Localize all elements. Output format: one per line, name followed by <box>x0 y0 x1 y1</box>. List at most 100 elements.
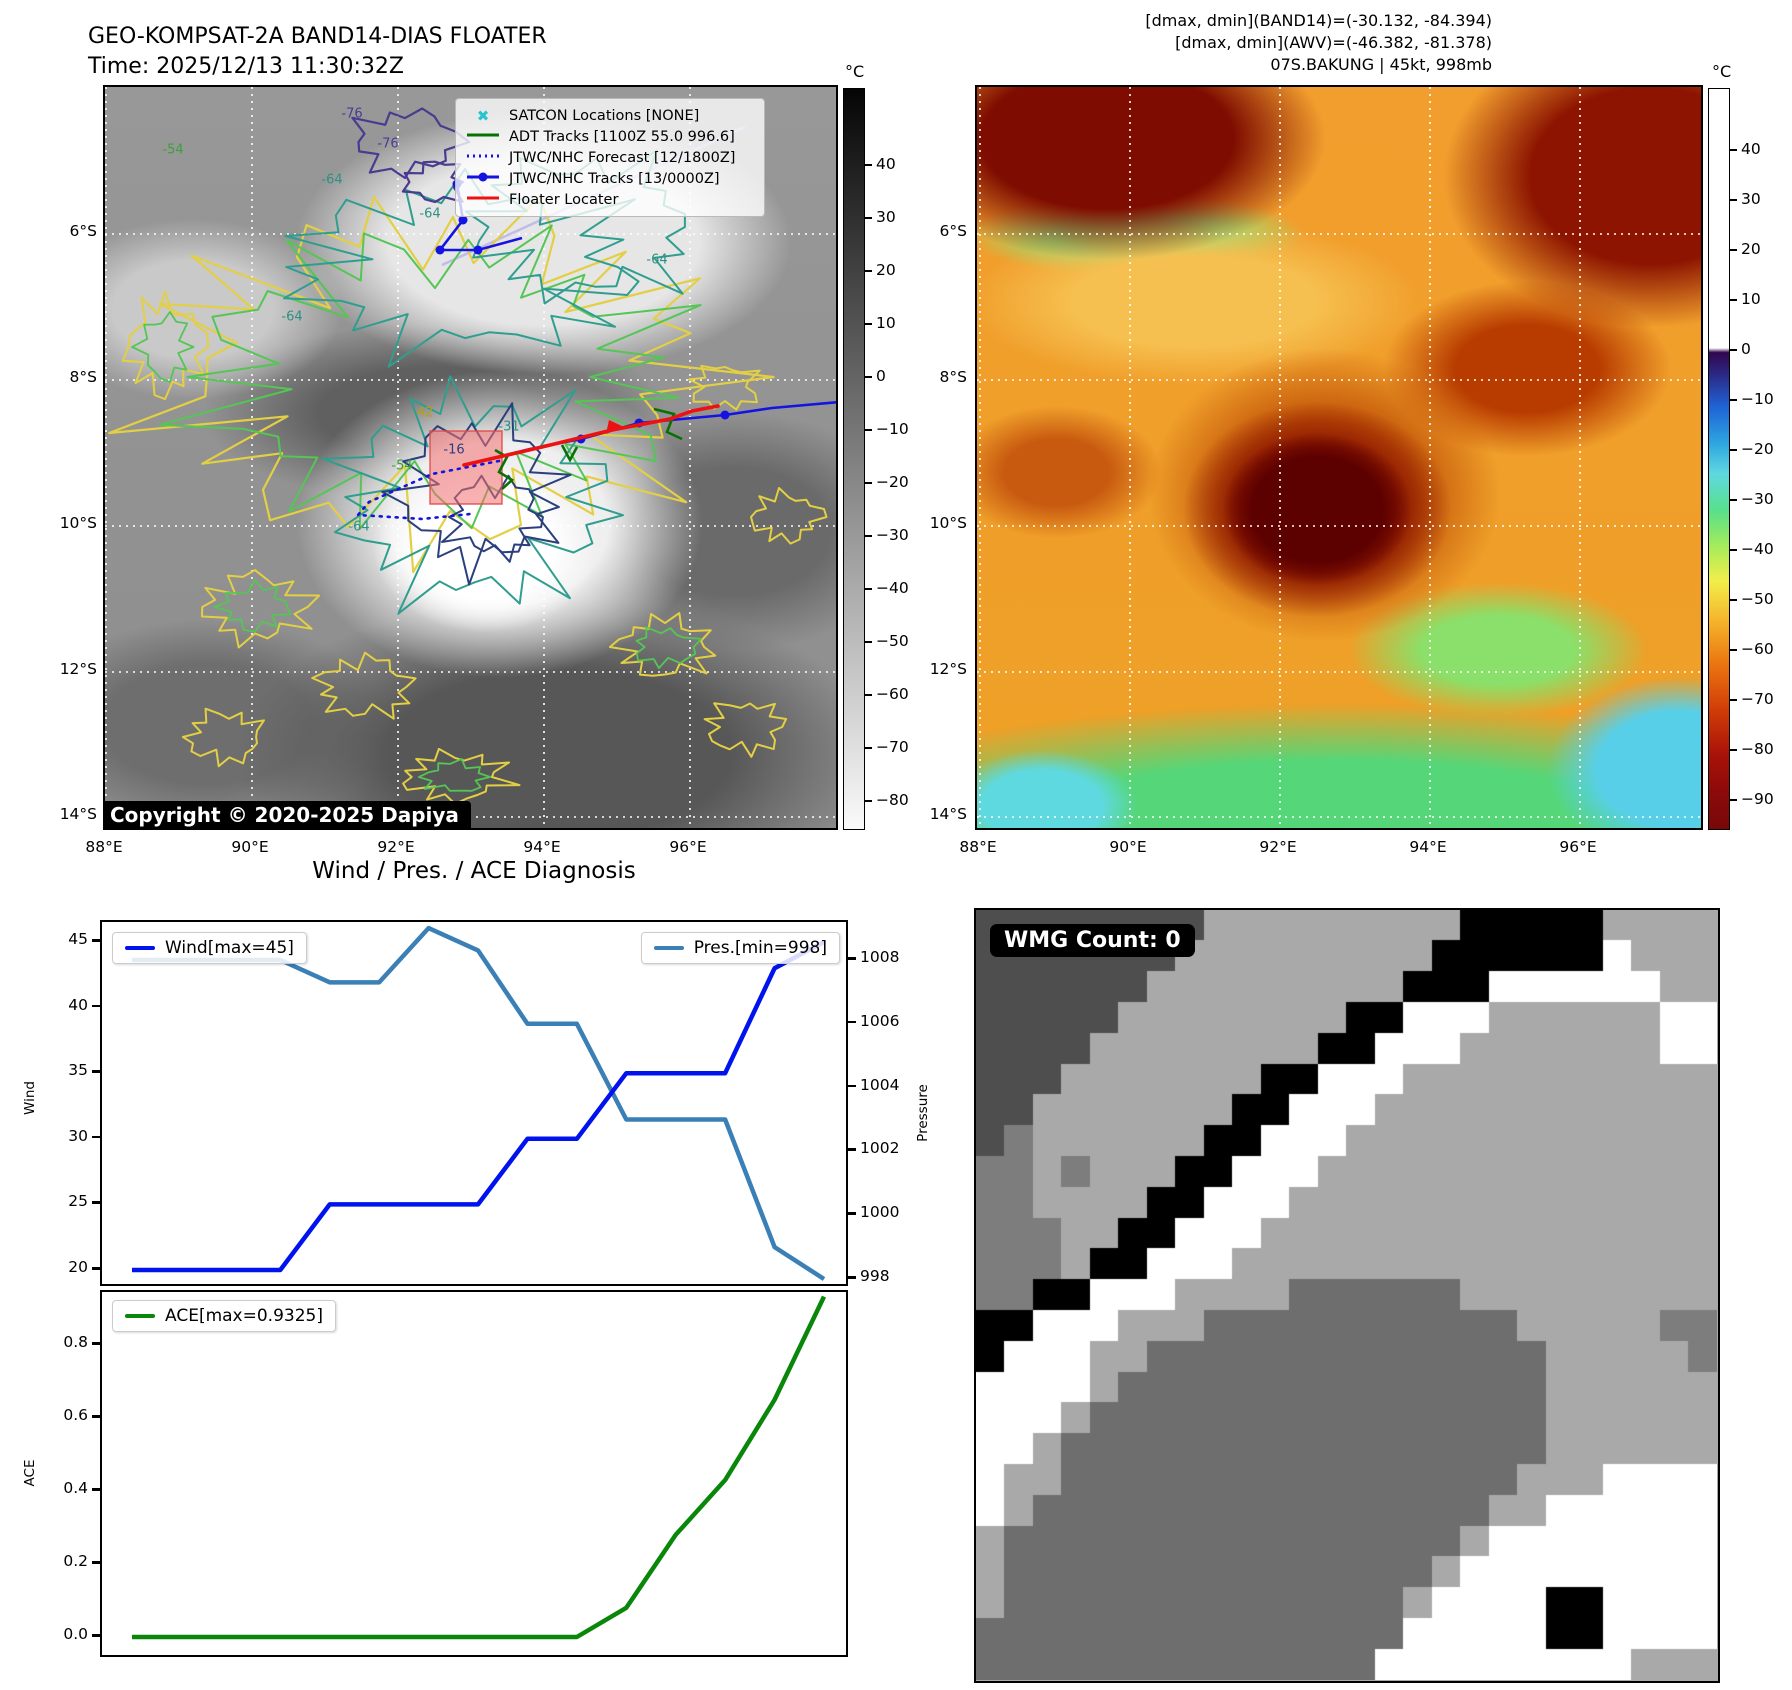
awv-color-map <box>975 85 1703 830</box>
wind-tick-label: 35 <box>68 1061 88 1080</box>
contour-label: -76 <box>377 136 399 152</box>
colorbar-tick <box>1730 399 1737 401</box>
timestamp: Time: 2025/12/13 11:30:32Z <box>88 54 404 79</box>
dotted-line-icon <box>466 150 500 166</box>
colorbar-tick-label: 20 <box>1741 240 1761 258</box>
colorbar-tick-label: −40 <box>1741 540 1774 558</box>
x-tick-left-map: 90°E <box>231 838 269 856</box>
x-tick-left-map: 92°E <box>377 838 415 856</box>
ace-chart: ACE[max=0.9325] <box>100 1290 848 1657</box>
ace-tick <box>92 1634 100 1637</box>
colorbar-tick <box>1730 649 1737 651</box>
colorbar-tick <box>865 482 872 484</box>
pressure-tick-label: 998 <box>860 1267 890 1285</box>
colorbar-tick-label: −10 <box>1741 390 1774 408</box>
wind-tick <box>92 1135 100 1139</box>
legend-item-label: JTWC/NHC Tracks [13/0000Z] <box>509 170 720 187</box>
band14-floater-map: ✖ SATCON Locations [NONE] ADT Tracks [1100… <box>103 85 838 830</box>
colorbar-tick-label: 20 <box>876 261 896 279</box>
ace-legend-label: ACE[max=0.9325] <box>165 1306 323 1326</box>
pressure-tick <box>848 1212 856 1215</box>
awv-map-gridlines <box>977 87 1701 828</box>
pressure-tick-label: 1000 <box>860 1203 900 1222</box>
wind-tick <box>92 939 100 942</box>
wmg-raster-image <box>976 910 1717 1680</box>
pressure-axis-label: Pressure <box>915 1084 931 1142</box>
wmg-count-badge: WMG Count: 0 <box>990 924 1195 957</box>
colorbar-tick <box>865 694 872 696</box>
line-icon <box>466 129 500 145</box>
x-marker-icon: ✖ <box>476 106 490 125</box>
wind-tick-label: 45 <box>68 930 88 948</box>
ace-tick <box>92 1342 100 1345</box>
legend-item-label: SATCON Locations [NONE] <box>509 107 700 124</box>
colorbar-tick <box>1730 799 1737 801</box>
copyright-badge: Copyright © 2020-2025 Dapiya <box>105 801 471 828</box>
colorbar-tick <box>1730 349 1737 351</box>
wind-legend-label: Wind[max=45] <box>165 938 294 958</box>
colorbar-tick-label: 40 <box>876 155 896 173</box>
pressure-tick <box>848 957 856 960</box>
colorbar-tick <box>865 641 872 643</box>
colorbar-tick-label: −30 <box>876 526 909 544</box>
y-tick-left-map: 8°S <box>69 368 97 386</box>
y-tick-right-map: 12°S <box>929 660 967 678</box>
ace-tick-label: 0.8 <box>63 1333 88 1351</box>
awv-range: [dmax, dmin](AWV)=(-46.382, -81.378) <box>1175 33 1492 52</box>
colorbar-tick-label: −60 <box>1741 640 1774 658</box>
ace-legend: ACE[max=0.9325] <box>112 1300 336 1332</box>
line-dot-icon <box>466 171 500 187</box>
satellite-title: GEO-KOMPSAT-2A BAND14-DIAS FLOATER <box>88 24 547 49</box>
colorbar-tick-label: −50 <box>876 632 909 650</box>
colorbar-tick <box>865 164 872 166</box>
wind-tick-label: 20 <box>68 1258 88 1276</box>
ace-line-swatch <box>125 1314 155 1318</box>
pressure-tick <box>848 1084 856 1088</box>
legend-item: ✖ SATCON Locations [NONE] <box>466 105 754 126</box>
wind-tick <box>92 1070 100 1073</box>
legend-item: Floater Locater <box>466 189 754 210</box>
colorbar-tick <box>1730 149 1737 151</box>
colorbar-tick-label: −40 <box>876 579 909 597</box>
pressure-tick <box>848 1020 856 1024</box>
wind-legend: Wind[max=45] <box>112 932 307 964</box>
x-tick-right-map: 92°E <box>1259 838 1297 856</box>
ace-axis-label: ACE <box>22 1459 38 1487</box>
colorbar-tick-label: −70 <box>876 738 909 756</box>
y-tick-right-map: 8°S <box>939 368 967 386</box>
colorbar-tick <box>1730 299 1737 301</box>
contour-label: -64 <box>348 519 370 535</box>
chart-title: Wind / Pres. / ACE Diagnosis <box>312 858 636 884</box>
legend-item: ADT Tracks [1100Z 55.0 996.6] <box>466 126 754 147</box>
colorbar-tick-label: −70 <box>1741 690 1774 708</box>
colorbar-tick-label: 0 <box>1741 340 1751 358</box>
wind-pressure-plot <box>132 925 826 1281</box>
contour-label: -54 <box>162 142 184 158</box>
y-tick-right-map: 10°S <box>929 514 967 532</box>
pressure-tick <box>848 1148 856 1151</box>
colorbar-tick <box>865 800 872 802</box>
colorbar-tick <box>1730 499 1737 501</box>
y-tick-left-map: 12°S <box>59 660 97 678</box>
contour-label: -76 <box>341 106 363 122</box>
pressure-line-swatch <box>653 946 684 950</box>
wind-line-swatch <box>125 946 155 950</box>
pressure-tick-label: 1006 <box>860 1011 900 1030</box>
colorbar-tick-label: 10 <box>876 314 896 332</box>
legend-item: JTWC/NHC Tracks [13/0000Z] <box>466 168 754 189</box>
storm-id-intensity: 07S.BAKUNG | 45kt, 998mb <box>1270 55 1492 74</box>
colorbar-tick <box>1730 249 1737 251</box>
x-tick-right-map: 90°E <box>1109 838 1147 856</box>
pressure-tick-label: 1004 <box>860 1075 900 1094</box>
colorbar-tick-label: 40 <box>1741 140 1761 158</box>
contour-label: -31 <box>498 419 520 435</box>
colorbar-tick-label: −20 <box>876 473 909 491</box>
storm-info: [dmax, dmin](BAND14)=(-30.132, -84.394) … <box>1145 10 1492 76</box>
x-tick-left-map: 88°E <box>85 838 123 856</box>
colorbar-tick <box>865 429 872 431</box>
ace-tick <box>92 1561 100 1564</box>
colorbar-tick <box>865 376 872 378</box>
pressure-legend: Pres.[min=998] <box>640 932 840 964</box>
wind-axis-label: Wind <box>22 1081 38 1115</box>
